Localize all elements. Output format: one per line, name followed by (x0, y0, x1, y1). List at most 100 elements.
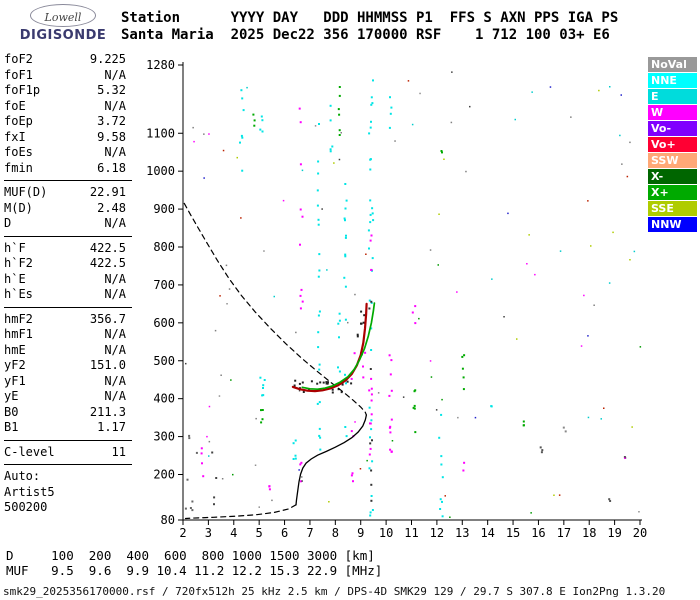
parameter-panel: foF2 9.225 foF1 N/A foF1p 5.32 foE N/A foEp 3.72 f… (4, 52, 132, 516)
echo-dot (360, 322, 362, 325)
param-name: h`E (4, 271, 26, 286)
echo-dot (463, 354, 466, 357)
noise-speck (619, 134, 621, 137)
noise-speck (236, 156, 238, 159)
noise-speck (301, 169, 304, 172)
x-tick-label: 4 (230, 526, 237, 540)
echo-dot (317, 346, 320, 349)
noise-speck (491, 278, 493, 280)
x-tick-label: 9 (357, 526, 364, 540)
noise-speck (435, 409, 438, 411)
param-name: hmE (4, 342, 26, 357)
y-tick-label: 700 (153, 278, 175, 292)
noise-speck (282, 199, 285, 202)
param-name: foF1p (4, 83, 41, 97)
param-value: N/A (104, 389, 126, 403)
echo-dot (370, 495, 373, 497)
noise-speck (338, 158, 341, 161)
echo-dot (215, 477, 218, 479)
echo-dot (608, 498, 611, 501)
x-tick-label: 7 (306, 526, 313, 540)
echo-dot (293, 384, 296, 387)
echo-dot (370, 419, 373, 422)
param-name: B1 (4, 420, 19, 434)
noise-speck (465, 170, 467, 173)
noise-speck (631, 426, 633, 428)
param-name: hmF1 (4, 327, 33, 341)
y-tick-label: 300 (153, 430, 175, 444)
echo-dot (541, 449, 544, 452)
legend-item-Vo: Vo+ (648, 137, 697, 152)
echo-dot (200, 447, 203, 450)
param-value: 356.7 (89, 311, 126, 326)
echo-dot (371, 102, 374, 105)
echo-dot (213, 496, 216, 499)
echo-dot (294, 379, 297, 382)
echo-dot (364, 351, 367, 354)
echo-dot (299, 243, 301, 246)
echo-dot (316, 382, 319, 385)
echo-dot (344, 426, 347, 428)
echo-dot (360, 353, 363, 356)
echo-dot (371, 509, 374, 511)
noise-speck (418, 317, 420, 320)
param-row-Artist5: Artist5 (4, 485, 132, 501)
noise-speck (298, 389, 301, 392)
param-value: N/A (104, 287, 126, 301)
echo-dot (362, 365, 364, 368)
echo-dot (414, 389, 417, 392)
param-row-foF1p: foF1p 5.32 (4, 83, 132, 99)
echo-dot (371, 257, 374, 260)
param-row-hmF1: hmF1 N/A (4, 327, 132, 343)
param-row-Clevel: C-level 11 (4, 445, 132, 461)
noise-speck (230, 379, 232, 381)
param-row-hE: h`E N/A (4, 272, 132, 288)
legend-item-NoVal: NoVal (648, 57, 697, 72)
echo-dot (299, 387, 301, 390)
echo-dot (326, 382, 329, 385)
echo-dot (368, 299, 371, 302)
param-name: fxI (4, 129, 26, 144)
param-row-Auto: Auto: (4, 469, 132, 485)
echo-dot (368, 389, 371, 392)
param-value: N/A (104, 373, 126, 388)
echo-dot (413, 407, 416, 410)
noise-speck (612, 231, 614, 234)
echo-dot (338, 134, 341, 136)
echo-dot (368, 467, 371, 470)
noise-speck (530, 512, 532, 514)
noise-speck (208, 455, 210, 457)
echo-dot (318, 434, 321, 437)
echo-dot (261, 119, 264, 122)
x-tick-label: 20 (633, 526, 647, 540)
echo-dot (370, 377, 373, 380)
echo-dot (241, 136, 244, 139)
echo-dot (318, 363, 321, 366)
echo-dot (522, 420, 525, 423)
noise-speck (507, 212, 509, 215)
echo-dot (338, 312, 341, 315)
param-value: N/A (104, 342, 126, 357)
noise-speck (208, 440, 211, 443)
y-tick-label: 400 (153, 392, 175, 406)
noise-speck (438, 213, 440, 215)
noise-speck (516, 338, 518, 340)
noise-speck (219, 295, 221, 297)
param-value: 3.72 (97, 114, 126, 128)
noise-speck (526, 263, 528, 265)
echo-dot (318, 123, 320, 125)
echo-dot (539, 446, 542, 449)
echo-dot (301, 215, 304, 218)
noise-speck (603, 407, 605, 409)
echo-dot (370, 483, 373, 486)
noise-speck (366, 459, 368, 462)
echo-dot (438, 436, 441, 439)
noise-speck (419, 92, 421, 95)
echo-dot (188, 437, 191, 440)
noise-speck (559, 250, 562, 252)
echo-dot (263, 379, 266, 381)
lowell-wordmark: Lowell (44, 11, 82, 24)
echo-dot (318, 368, 321, 371)
param-value: 211.3 (89, 404, 126, 419)
x-tick-label: 19 (607, 526, 621, 540)
